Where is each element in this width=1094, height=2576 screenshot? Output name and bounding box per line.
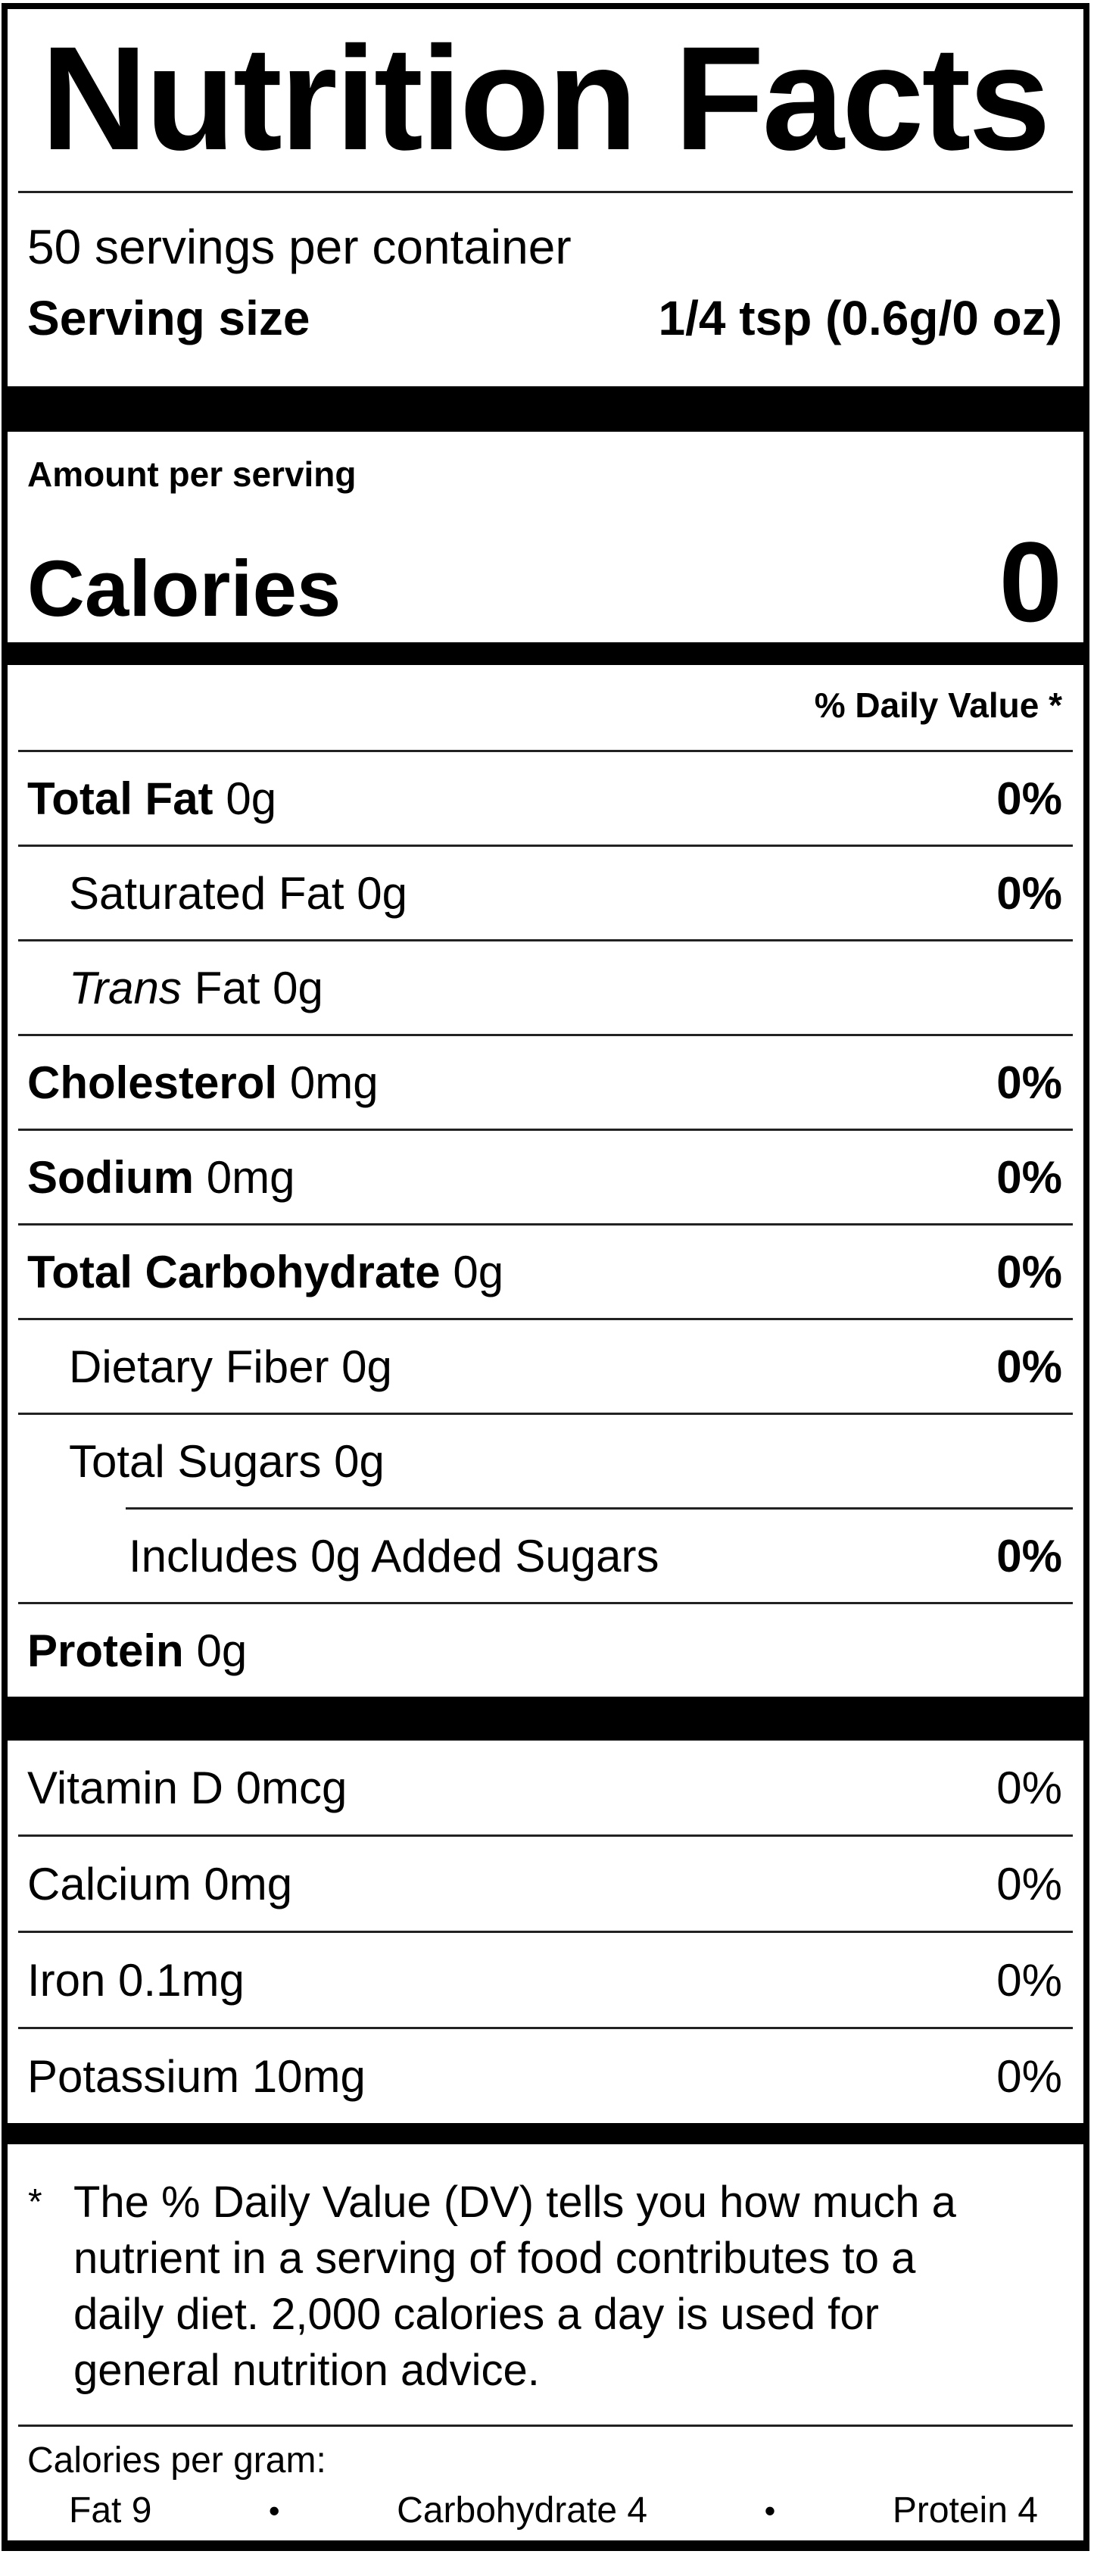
footnote-asterisk: * bbox=[28, 2182, 42, 2222]
bullet-separator: • bbox=[268, 2493, 280, 2528]
footnote-line: daily diet. 2,000 calories a day is used… bbox=[73, 2290, 879, 2339]
daily-value: 0% bbox=[996, 773, 1062, 824]
daily-value-footnote: * The % Daily Value (DV) tells you how m… bbox=[8, 2144, 1083, 2425]
separator-line bbox=[18, 750, 1073, 752]
nutrient-name: Total Fat 0g bbox=[27, 773, 277, 824]
row-total-carbohydrate: Total Carbohydrate 0g 0% bbox=[8, 1226, 1083, 1318]
calories-per-gram-section: Calories per gram: Fat 9 • Carbohydrate … bbox=[8, 2427, 1083, 2540]
calories-label: Calories bbox=[27, 545, 341, 633]
label-title: Nutrition Facts bbox=[41, 16, 1051, 181]
serving-info-section: 50 servings per container Serving size 1… bbox=[8, 193, 1083, 386]
serving-size-label: Serving size bbox=[27, 291, 310, 345]
serving-size-row: Serving size 1/4 tsp (0.6g/0 oz) bbox=[27, 287, 1062, 349]
separator-line bbox=[18, 1834, 1073, 1837]
row-calcium: Calcium 0mg 0% bbox=[8, 1837, 1083, 1931]
footnote-text: The % Daily Value (DV) tells you how muc… bbox=[73, 2175, 956, 2425]
nutrient-name: Sodium 0mg bbox=[27, 1151, 295, 1203]
daily-value: 0% bbox=[996, 1246, 1062, 1297]
daily-value: 0% bbox=[996, 867, 1062, 919]
serving-size-value: 1/4 tsp (0.6g/0 oz) bbox=[658, 291, 1062, 345]
nutrition-facts-label: Nutrition Facts 50 servings per containe… bbox=[2, 3, 1089, 2551]
calories-row: Calories 0 bbox=[8, 498, 1083, 642]
row-protein: Protein 0g bbox=[8, 1604, 1083, 1697]
separator-line bbox=[18, 1318, 1073, 1320]
row-trans-fat: Trans Fat 0g bbox=[8, 941, 1083, 1034]
daily-value-header: % Daily Value * bbox=[814, 685, 1062, 725]
calories-per-gram-items: Fat 9 • Carbohydrate 4 • Protein 4 bbox=[27, 2489, 1038, 2533]
nutrient-name: Potassium 10mg bbox=[27, 2050, 366, 2102]
title-block: Nutrition Facts bbox=[8, 9, 1083, 191]
daily-value: 0% bbox=[996, 2050, 1062, 2102]
row-total-sugars: Total Sugars 0g bbox=[8, 1415, 1083, 1507]
row-iron: Iron 0.1mg 0% bbox=[8, 1933, 1083, 2027]
footnote-line: general nutrition advice. bbox=[73, 2346, 540, 2395]
row-total-fat: Total Fat 0g 0% bbox=[8, 752, 1083, 845]
separator-line bbox=[18, 2027, 1073, 2029]
nutrient-name: Cholesterol 0mg bbox=[27, 1057, 379, 1108]
row-sodium: Sodium 0mg 0% bbox=[8, 1131, 1083, 1223]
daily-value: 0% bbox=[996, 1762, 1062, 1813]
footnote-line: The % Daily Value (DV) tells you how muc… bbox=[73, 2178, 956, 2227]
bullet-separator: • bbox=[764, 2493, 776, 2528]
row-added-sugars: Includes 0g Added Sugars 0% bbox=[8, 1510, 1083, 1602]
separator-line bbox=[18, 191, 1073, 193]
nutrient-name: Saturated Fat 0g bbox=[69, 867, 407, 919]
separator-line bbox=[18, 1413, 1073, 1415]
calories-value: 0 bbox=[999, 518, 1062, 645]
separator-line bbox=[18, 845, 1073, 847]
daily-value: 0% bbox=[996, 1151, 1062, 1203]
thick-separator-bar bbox=[8, 1697, 1083, 1741]
row-cholesterol: Cholesterol 0mg 0% bbox=[8, 1036, 1083, 1129]
separator-line bbox=[18, 939, 1073, 941]
cpg-fat: Fat 9 bbox=[69, 2490, 152, 2531]
nutrient-name: Protein 0g bbox=[27, 1625, 248, 1676]
nutrient-name: Trans Fat 0g bbox=[69, 962, 323, 1013]
separator-line bbox=[18, 1931, 1073, 1933]
calories-per-gram-label: Calories per gram: bbox=[27, 2440, 326, 2481]
servings-per-container: 50 servings per container bbox=[27, 220, 572, 274]
row-dietary-fiber: Dietary Fiber 0g 0% bbox=[8, 1320, 1083, 1413]
daily-value: 0% bbox=[996, 1954, 1062, 2006]
daily-value: 0% bbox=[996, 1530, 1062, 1582]
row-vitamin-d: Vitamin D 0mcg 0% bbox=[8, 1741, 1083, 1834]
medium-separator-bar bbox=[8, 2123, 1083, 2144]
thick-separator-bar bbox=[8, 386, 1083, 432]
daily-value: 0% bbox=[996, 1858, 1062, 1909]
medium-separator-bar bbox=[8, 642, 1083, 665]
nutrient-name: Total Sugars 0g bbox=[69, 1435, 385, 1487]
nutrient-name: Total Carbohydrate 0g bbox=[27, 1246, 504, 1297]
nutrient-name: Iron 0.1mg bbox=[27, 1954, 245, 2006]
separator-line bbox=[18, 1223, 1073, 1226]
separator-line bbox=[18, 1034, 1073, 1036]
row-potassium: Potassium 10mg 0% bbox=[8, 2029, 1083, 2123]
row-saturated-fat: Saturated Fat 0g 0% bbox=[8, 847, 1083, 939]
separator-line bbox=[18, 1129, 1073, 1131]
cpg-carbohydrate: Carbohydrate 4 bbox=[397, 2490, 648, 2531]
separator-line bbox=[18, 1602, 1073, 1604]
nutrient-name: Vitamin D 0mcg bbox=[27, 1762, 348, 1813]
separator-line bbox=[18, 2425, 1073, 2427]
daily-value: 0% bbox=[996, 1341, 1062, 1392]
nutrient-name: Calcium 0mg bbox=[27, 1858, 293, 1909]
daily-value: 0% bbox=[996, 1057, 1062, 1108]
footnote-line: nutrient in a serving of food contribute… bbox=[73, 2234, 916, 2283]
nutrient-name: Dietary Fiber 0g bbox=[69, 1341, 392, 1392]
separator-line-indented bbox=[126, 1507, 1073, 1510]
amount-per-serving: Amount per serving bbox=[27, 454, 357, 494]
nutrient-name: Includes 0g Added Sugars bbox=[129, 1530, 659, 1582]
cpg-protein: Protein 4 bbox=[892, 2490, 1038, 2531]
